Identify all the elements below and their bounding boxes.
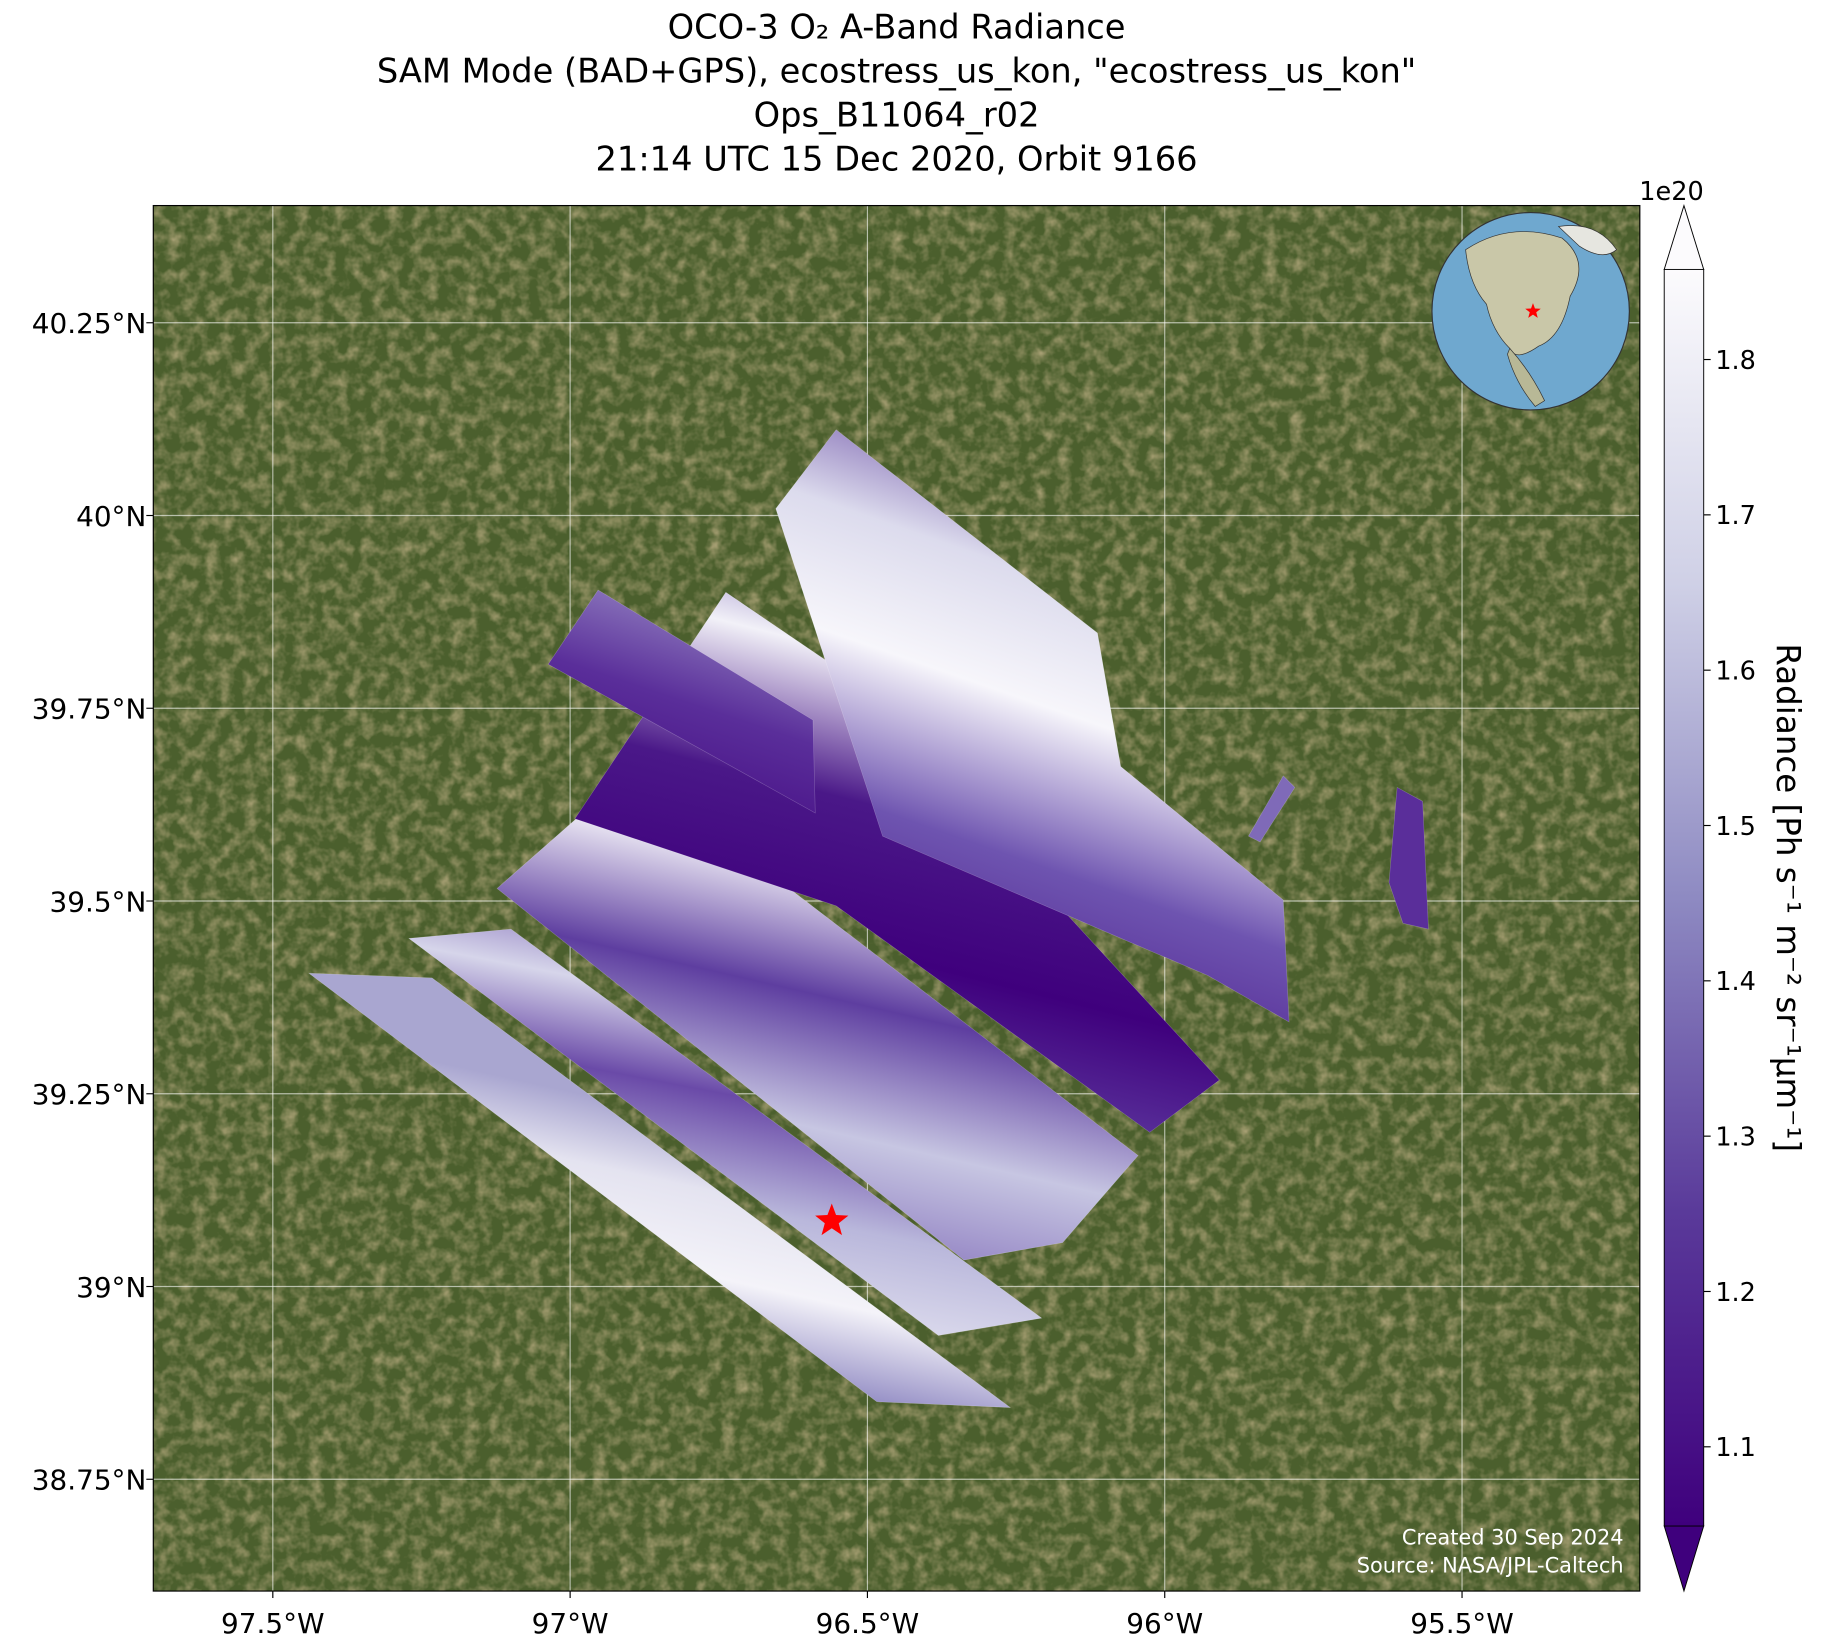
title-line: 21:14 UTC 15 Dec 2020, Orbit 9166	[596, 140, 1198, 179]
y-tick-label: 40.25°N	[32, 307, 147, 340]
swath	[1248, 775, 1296, 843]
y-tick-label: 38.75°N	[32, 1464, 147, 1497]
title-line: SAM Mode (BAD+GPS), ecostress_us_kon, "e…	[377, 51, 1416, 90]
x-tick-label: 96°W	[1126, 1607, 1203, 1640]
x-tick-label: 97°W	[532, 1607, 609, 1640]
globe-target	[1525, 303, 1541, 318]
colorbar-offset-label: 1e20	[1639, 177, 1703, 207]
x-tick-label: 97.5°W	[221, 1607, 325, 1640]
inset-globe	[1431, 211, 1630, 411]
map-area	[153, 205, 1640, 1592]
title: OCO-3 O₂ A-Band Radiance SAM Mode (BAD+GP…	[377, 7, 1416, 178]
swath	[1388, 786, 1429, 930]
colorbar-tick-label: 1.8	[1715, 346, 1756, 376]
colorbar-extend-low	[1663, 1525, 1705, 1593]
y-tick-label: 39.25°N	[32, 1078, 147, 1111]
target-marker	[815, 1203, 849, 1236]
y-tick-label: 39.5°N	[50, 885, 147, 918]
colorbar-extend-high	[1663, 203, 1705, 270]
title-line: OCO-3 O₂ A-Band Radiance	[668, 7, 1126, 46]
colorbar-tick-label: 1.6	[1715, 656, 1756, 686]
annotation: Created 30 Sep 2024	[1402, 1526, 1624, 1550]
colorbar-tick-label: 1.1	[1715, 1433, 1756, 1463]
colorbar-tick-label: 1.4	[1715, 967, 1756, 997]
title-line: Ops_B11064_r02	[754, 96, 1040, 135]
annotation: Source: NASA/JPL-Caltech	[1357, 1553, 1624, 1577]
swaths	[308, 429, 1429, 1408]
swath	[308, 972, 1012, 1408]
colorbar-tick-label: 1.2	[1715, 1278, 1756, 1308]
colorbar-tick-label: 1.5	[1715, 812, 1756, 842]
colorbar-tick-label: 1.7	[1715, 501, 1756, 531]
colorbar-label: Radiance [Ph s⁻¹ m⁻² sr⁻¹μm⁻¹]	[1769, 643, 1807, 1152]
plot-frame	[152, 204, 1641, 1592]
y-tick-label: 40°N	[76, 500, 146, 533]
swath	[408, 928, 1043, 1336]
y-tick-label: 39.75°N	[32, 693, 147, 726]
swath	[547, 589, 816, 814]
x-tick-label: 95.5°W	[1410, 1607, 1514, 1640]
y-tick-label: 39°N	[76, 1271, 146, 1304]
swath	[775, 429, 1290, 1023]
colorbar-tick-label: 1.3	[1715, 1122, 1756, 1152]
colorbar	[1663, 268, 1705, 1527]
x-tick-label: 96.5°W	[816, 1607, 920, 1640]
